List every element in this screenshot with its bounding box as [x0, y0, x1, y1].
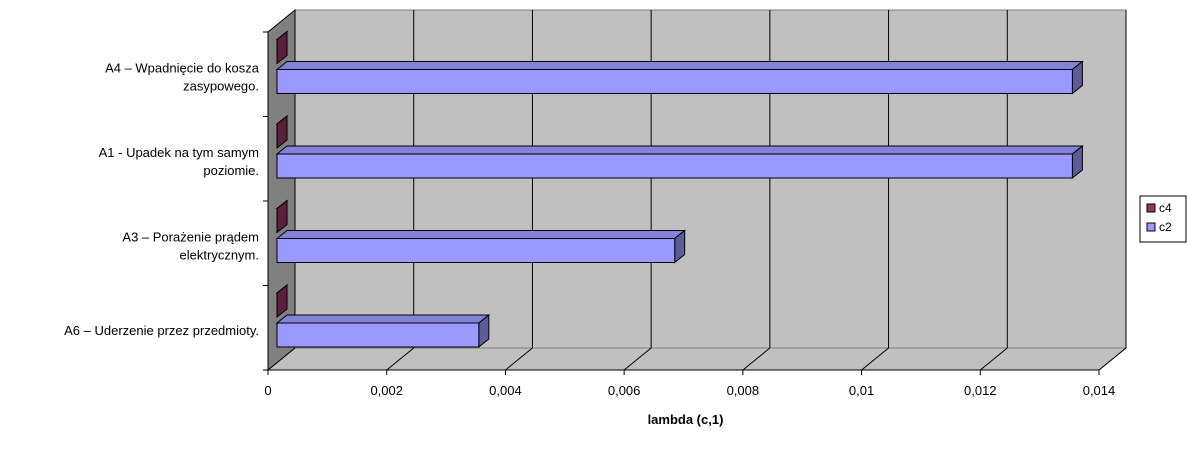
x-tick-label: 0,012: [964, 383, 997, 398]
category-label: A1 - Upadek na tym samym poziomie.: [99, 145, 259, 178]
category-label-line: zasypowego.: [183, 78, 259, 93]
legend-label-c2: c2: [1159, 220, 1172, 234]
category-label: A4 – Wpadnięcie do kosza zasypowego.: [105, 60, 260, 93]
category-label-line: elektrycznym.: [180, 247, 259, 262]
back-wall: [295, 10, 1126, 348]
bar-c2-front: [277, 239, 675, 263]
x-axis-title: lambda (c,1): [648, 412, 724, 427]
bar-c2-front: [277, 154, 1072, 178]
bar-c2: [277, 146, 1082, 178]
floor: [268, 348, 1126, 370]
x-tick-label: 0,006: [608, 383, 641, 398]
bar-c2-top: [277, 231, 685, 239]
category-label-line: poziomie.: [203, 163, 259, 178]
bar-c2: [277, 62, 1082, 94]
bar-c2-top: [277, 315, 489, 323]
bar-c2: [277, 231, 685, 263]
x-tick-label: 0: [264, 383, 271, 398]
bar-c2-top: [277, 146, 1082, 154]
category-label-line: A3 – Porażenie prądem: [122, 229, 259, 244]
category-label-line: A4 – Wpadnięcie do kosza: [105, 60, 260, 75]
bar-c2-top: [277, 62, 1082, 70]
legend-swatch-c4: [1147, 204, 1155, 212]
bar-c2: [277, 315, 489, 347]
legend-label-c4: c4: [1159, 201, 1172, 215]
category-label: A3 – Porażenie prądem elektrycznym.: [122, 229, 259, 262]
legend-swatch-c2: [1147, 223, 1155, 231]
category-label: A6 – Uderzenie przez przedmioty.: [64, 323, 259, 338]
bar-c2-front: [277, 323, 479, 347]
x-tick-label: 0,014: [1083, 383, 1116, 398]
x-tick-label: 0,004: [489, 383, 522, 398]
category-label-line: A1 - Upadek na tym samym: [99, 145, 259, 160]
x-tick-label: 0,008: [727, 383, 760, 398]
bar-c2-front: [277, 70, 1072, 94]
x-tick-label: 0,01: [849, 383, 874, 398]
x-tick-label: 0,002: [370, 383, 403, 398]
